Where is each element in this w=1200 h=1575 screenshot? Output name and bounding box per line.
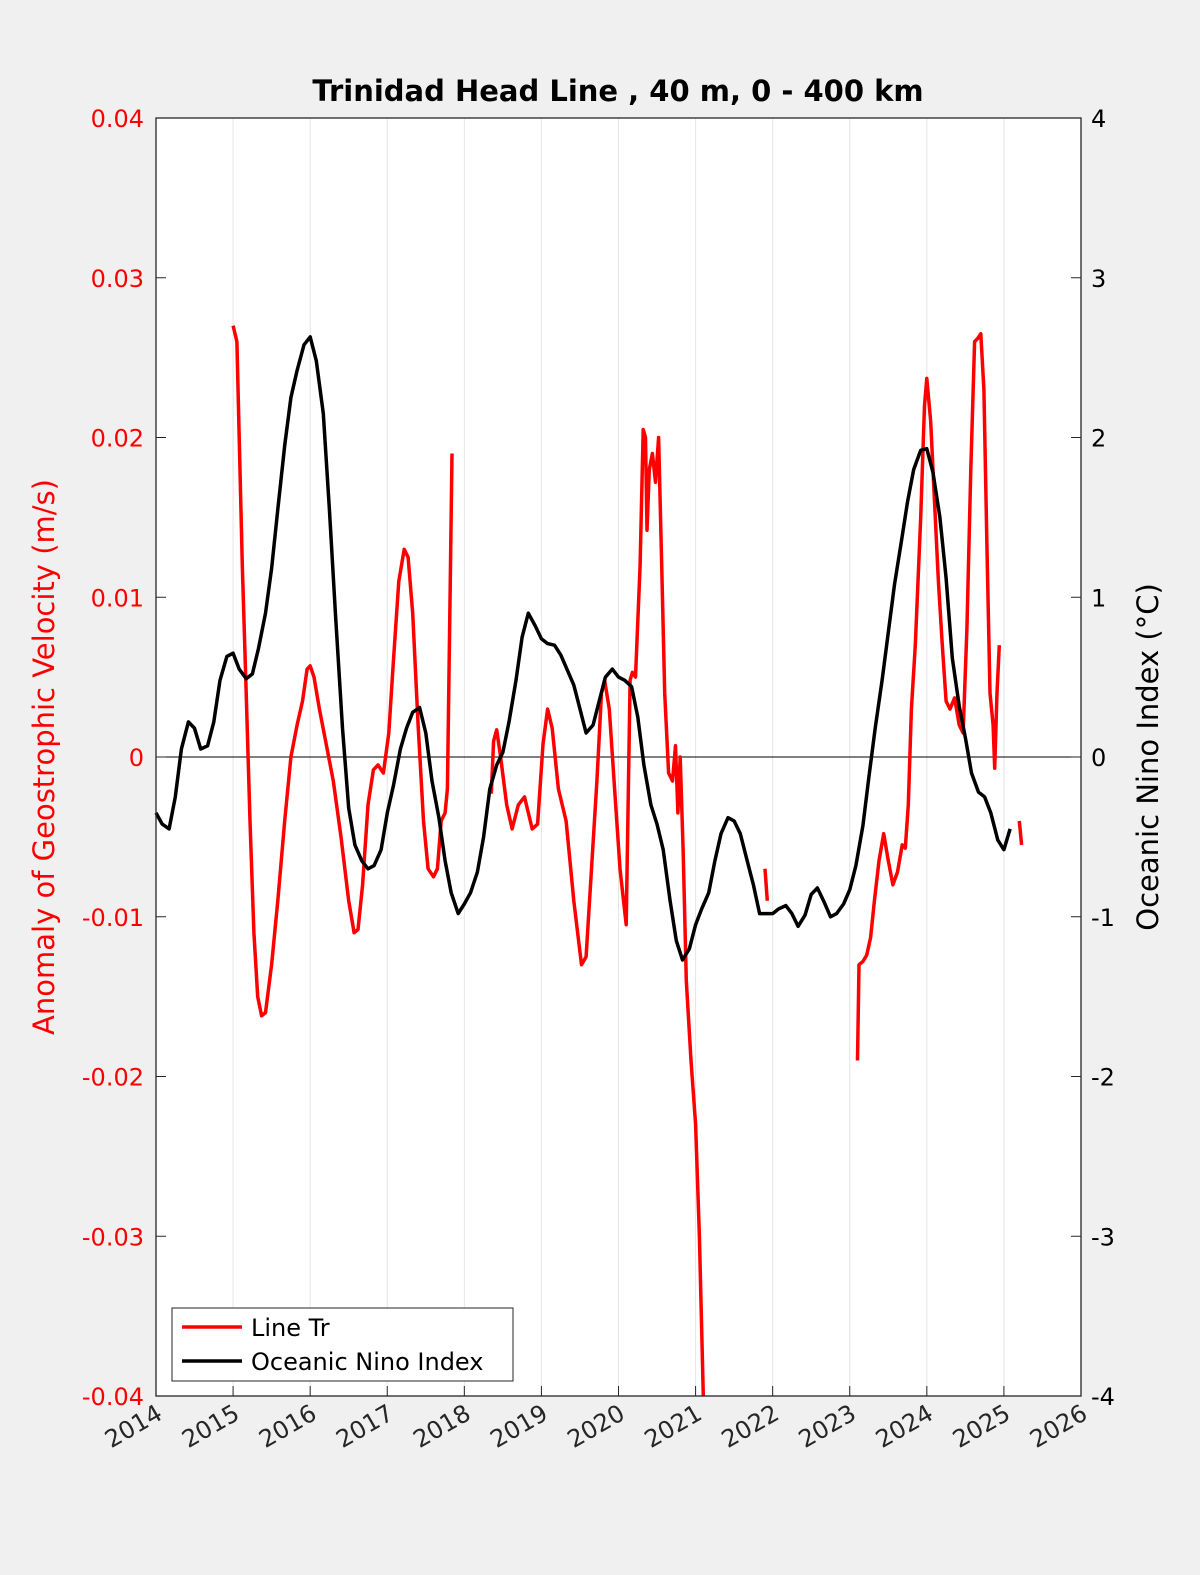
legend-label-line-tr: Line Tr (251, 1314, 330, 1342)
legend-box (171, 1307, 514, 1382)
legend: Line Tr Oceanic Nino Index (171, 1307, 514, 1382)
left-tick-label: 0.01 (91, 584, 144, 612)
series-line-line-tr (1017, 820, 1024, 846)
left-axis: 0.04 0.03 0.02 0.01 0 -0.01 -0.02 -0.03 -0.04 (82, 105, 166, 1411)
right-axis-label: Oceanic Nino Index (°C) (1131, 583, 1165, 931)
series-line-line-tr (855, 331, 1002, 1061)
series-line-line-tr (763, 868, 770, 901)
left-tick-label: 0 (129, 744, 144, 772)
left-axis-label: Anomaly of Geostrophic Velocity (m/s) (27, 479, 61, 1035)
right-tick-label: -4 (1091, 1383, 1115, 1411)
chart-title: Trinidad Head Line , 40 m, 0 - 400 km (312, 74, 923, 108)
left-tick-label: -0.02 (82, 1064, 144, 1092)
left-tick-label: -0.01 (82, 904, 144, 932)
right-tick-label: 2 (1091, 425, 1106, 453)
left-tick-label: 0.04 (91, 105, 144, 133)
series-line-oceanic-nino-index (154, 335, 1012, 962)
right-tick-label: 4 (1091, 105, 1106, 133)
left-tick-label: -0.04 (82, 1383, 144, 1411)
right-tick-label: -1 (1091, 904, 1115, 932)
series-line-line-tr (489, 427, 706, 1397)
right-axis: 4 3 2 1 0 -1 -2 -3 -4 (1071, 105, 1115, 1411)
right-tick-label: -2 (1091, 1064, 1115, 1092)
right-tick-label: 0 (1091, 744, 1106, 772)
right-tick-label: 1 (1091, 584, 1106, 612)
left-tick-label: -0.03 (82, 1223, 144, 1251)
left-tick-label: 0.02 (91, 425, 144, 453)
left-tick-label: 0.03 (91, 265, 144, 293)
right-tick-label: -3 (1091, 1223, 1115, 1251)
right-tick-label: 3 (1091, 265, 1106, 293)
series-layer (154, 325, 1024, 1397)
series-line-line-tr (231, 325, 454, 1018)
legend-label-oni: Oceanic Nino Index (251, 1348, 483, 1376)
